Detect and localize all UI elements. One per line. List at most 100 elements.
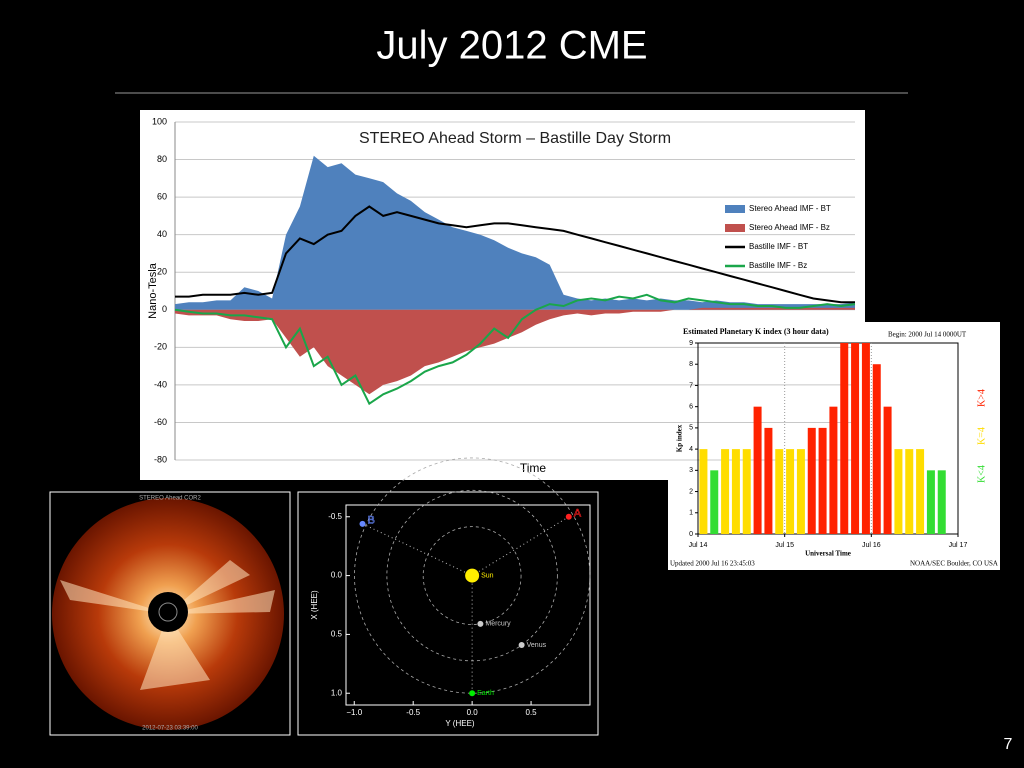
x-axis-label: Universal Time: [805, 550, 851, 558]
bar: [742, 449, 751, 534]
y-tick-label: 7: [689, 382, 693, 389]
footer-right: NOAA/SEC Boulder, CO USA: [910, 560, 998, 568]
y-tick-label: -20: [154, 342, 167, 352]
bar: [916, 449, 925, 534]
y-tick-label: 5: [689, 425, 693, 432]
y-tick-label: -40: [154, 379, 167, 389]
bar: [937, 470, 946, 534]
y-tick-label: 60: [157, 191, 167, 201]
key-label: K>4: [976, 389, 987, 407]
legend-swatch: [725, 224, 745, 232]
x-tick-label: 0.5: [526, 708, 538, 717]
bar: [872, 364, 881, 534]
page-number: 7: [1004, 736, 1013, 753]
chart-title: Estimated Planetary K index (3 hour data…: [683, 327, 829, 336]
bar: [926, 470, 935, 534]
y-axis-label: Nano-Tesla: [147, 262, 159, 319]
plot-frame: [345, 504, 591, 706]
bar: [786, 449, 795, 534]
coronagraph-title: STEREO Ahead COR2: [139, 496, 201, 502]
area: [175, 307, 855, 395]
bar: [807, 427, 816, 534]
y-tick-label: 2: [689, 488, 693, 495]
point: [465, 568, 480, 583]
coronagraph-timestamp: 2012-07-23 03:39:00: [142, 726, 198, 732]
bar: [764, 427, 773, 534]
bar: [883, 406, 892, 534]
y-tick-label: -60: [154, 417, 167, 427]
point-label: Venus: [527, 642, 547, 649]
point: [518, 642, 525, 648]
x-tick-label: Jul 17: [949, 542, 968, 549]
y-tick-label: 1.0: [331, 688, 343, 697]
y-tick-label: 40: [157, 229, 167, 239]
y-tick-label: 9: [689, 340, 693, 347]
y-tick-label: 20: [157, 267, 167, 277]
bar: [710, 470, 719, 534]
y-tick-label: 4: [689, 446, 693, 453]
y-axis-label: X (HEE): [310, 590, 319, 620]
y-tick-label: 0: [162, 304, 167, 314]
x-tick-label: Jul 15: [775, 542, 794, 549]
line: [175, 205, 855, 304]
x-tick-label: Jul 14: [689, 542, 708, 549]
bar: [753, 406, 762, 534]
x-tick-label: Jul 16: [862, 542, 881, 549]
bar: [731, 449, 740, 534]
key-label: K=4: [976, 427, 987, 445]
x-tick-label: −1.0: [346, 708, 362, 717]
x-tick-label: 0.0: [467, 708, 479, 717]
bar: [851, 343, 860, 534]
bar: [775, 449, 784, 534]
sun-outline: [158, 602, 178, 622]
orbit-panel: [297, 491, 599, 736]
orbit: [422, 526, 522, 625]
legend-label: Stereo Ahead IMF - Bz: [749, 223, 830, 232]
point: [469, 690, 476, 697]
x-axis-label: Y (HEE): [445, 719, 475, 728]
y-tick-label: 0: [689, 531, 693, 538]
y-tick-label: 0.0: [331, 571, 343, 580]
legend-label: Stereo Ahead IMF - BT: [749, 204, 831, 213]
occulter: [148, 592, 188, 632]
bar: [861, 343, 870, 534]
y-tick-label: 0.5: [331, 630, 343, 639]
y-tick-label: 80: [157, 154, 167, 164]
y-tick-label: 3: [689, 467, 693, 474]
y-tick-label: -0.5: [328, 512, 342, 521]
chart-title: STEREO Ahead Storm – Bastille Day Storm: [359, 130, 671, 147]
line: [174, 293, 856, 406]
legend-label: Bastille IMF - Bz: [749, 261, 807, 270]
key-label: K<4: [976, 465, 987, 483]
bar: [699, 449, 708, 534]
sight-line: [471, 516, 570, 577]
slide-title: July 2012 CME: [376, 24, 647, 68]
plot-frame: [697, 342, 959, 535]
chart-subtitle: Begin: 2000 Jul 14 0000UT: [888, 331, 967, 339]
point-label: Sun: [481, 572, 494, 579]
point-label: A: [574, 508, 582, 520]
y-tick-label: 8: [689, 361, 693, 368]
x-axis-label: Time: [520, 461, 547, 475]
point: [359, 520, 366, 527]
sight-line: [362, 523, 473, 577]
bar: [818, 427, 827, 534]
y-tick-label: 6: [689, 404, 693, 411]
y-axis-label: Kp index: [676, 424, 684, 452]
point-label: B: [368, 515, 375, 527]
y-tick-label: -80: [154, 454, 167, 464]
legend-label: Bastille IMF - BT: [749, 242, 808, 251]
x-tick-label: -0.5: [406, 708, 420, 717]
point: [477, 620, 484, 627]
point: [565, 513, 572, 520]
y-tick-label: 100: [152, 116, 167, 126]
bar: [905, 449, 914, 534]
bar: [721, 449, 730, 534]
bar: [796, 449, 805, 534]
legend-swatch: [725, 205, 745, 213]
bar: [829, 406, 838, 534]
footer-left: Updated 2000 Jul 16 23:45:03: [670, 560, 755, 568]
orbit: [354, 457, 591, 694]
